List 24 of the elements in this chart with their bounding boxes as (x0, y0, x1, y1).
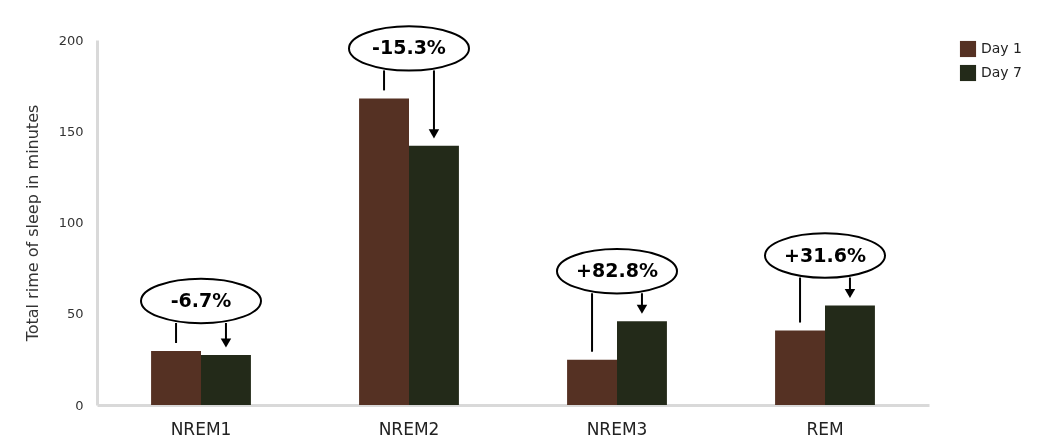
x-tick-label: NREM2 (378, 418, 440, 437)
y-tick-label: 200 (58, 32, 84, 48)
bar (359, 98, 409, 405)
annotation: +31.6% (784, 243, 866, 266)
y-tick-label: 100 (58, 215, 84, 230)
annotation: -6.7% (170, 288, 232, 311)
x-tick-label: REM (806, 418, 844, 437)
y-tick-label: 150 (58, 123, 84, 139)
y-tick-label: 0 (75, 397, 84, 413)
bar (617, 321, 667, 405)
y-axis-title: Total rime of sleep in minutes (22, 104, 42, 343)
annotation: +82.8% (576, 259, 658, 282)
legend-label: Day 7 (981, 64, 1023, 80)
bar (825, 305, 875, 405)
legend-label: Day 1 (981, 40, 1023, 56)
bar (201, 355, 251, 405)
annotation: -15.3% (372, 36, 446, 59)
x-tick-label: NREM3 (586, 418, 648, 437)
bar (409, 145, 459, 405)
x-tick-label: NREM1 (170, 418, 232, 437)
bar (775, 330, 825, 405)
bar (151, 350, 201, 405)
y-tick-label: 50 (66, 306, 84, 322)
bar (567, 359, 617, 405)
